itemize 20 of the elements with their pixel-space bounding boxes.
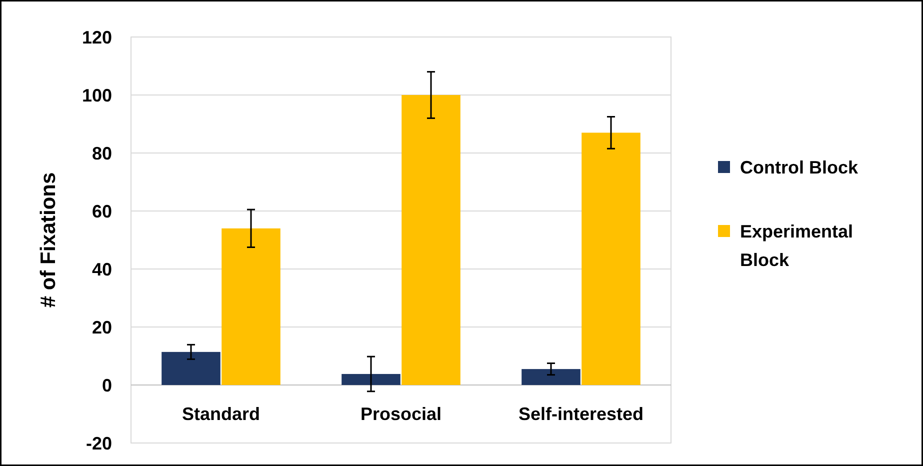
y-tick-label: -20	[86, 433, 112, 454]
bar	[342, 374, 400, 385]
x-tick-label: Standard	[182, 404, 260, 424]
bar	[162, 352, 220, 385]
y-tick-label: 120	[82, 27, 112, 48]
legend-label: Control Block	[740, 157, 859, 178]
y-tick-label: 100	[82, 85, 112, 106]
x-tick-label: Self-interested	[518, 404, 644, 424]
y-tick-label: 40	[92, 259, 112, 280]
bar	[222, 228, 280, 385]
bar	[402, 95, 460, 385]
y-tick-label: 0	[102, 375, 112, 396]
bar	[582, 132, 640, 385]
y-axis-title: # of Fixations	[37, 172, 60, 308]
y-tick-label: 60	[92, 201, 112, 222]
y-tick-label: 80	[92, 143, 112, 164]
x-tick-label: Prosocial	[360, 404, 442, 424]
y-tick-label: 20	[92, 317, 112, 338]
bar	[522, 369, 580, 385]
legend-label: Experimental Block	[740, 221, 854, 270]
